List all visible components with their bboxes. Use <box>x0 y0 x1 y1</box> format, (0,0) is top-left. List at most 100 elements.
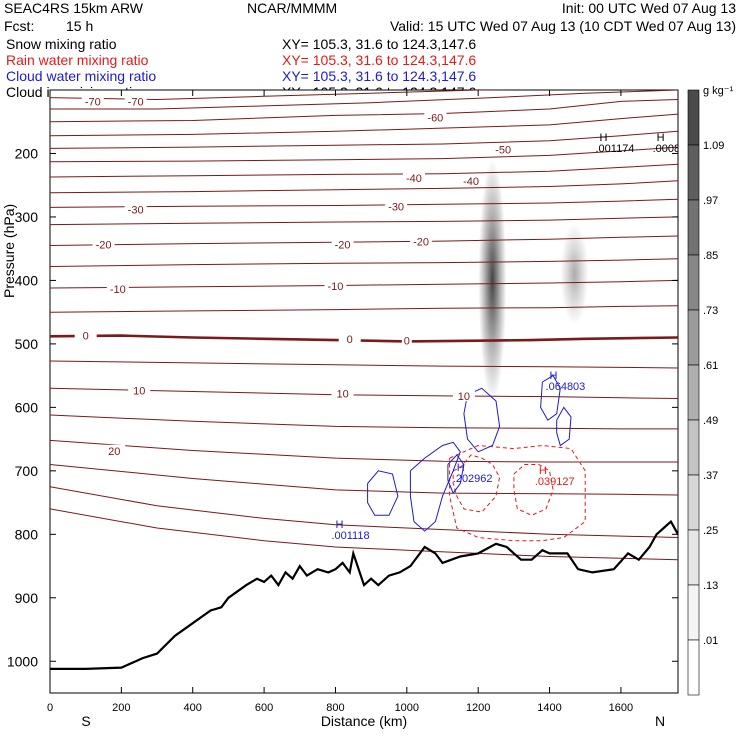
isotherm-label: -20 <box>96 240 112 252</box>
colorbar-swatch <box>687 199 700 256</box>
x-axis-title: Distance (km) <box>321 713 407 729</box>
init-time: Init: 00 UTC Wed 07 Aug 13 <box>562 0 736 16</box>
y-axis-title: Pressure (hPa) <box>1 204 17 298</box>
x-tick-label: 600 <box>255 702 273 714</box>
isotherm-label: -30 <box>388 201 404 213</box>
isotherm-line <box>50 113 678 137</box>
x-tick-label: 0 <box>47 702 53 714</box>
isotherm-label: -40 <box>463 176 479 188</box>
high-value: .064803 <box>546 381 586 393</box>
x-end-label-left: S <box>81 713 90 729</box>
label-mask <box>402 171 425 183</box>
label-mask <box>324 279 347 291</box>
colorbar-unit: g kg⁻¹ <box>703 85 734 97</box>
label-mask <box>331 238 354 250</box>
label-mask <box>338 333 361 345</box>
isotherm-label: 20 <box>108 446 120 458</box>
isotherm-label: 0 <box>83 330 89 342</box>
label-mask <box>124 95 147 107</box>
x-tick-label: 1400 <box>537 702 561 714</box>
isotherm-line <box>50 279 678 289</box>
label-mask <box>401 334 412 346</box>
rain-contour <box>513 464 554 516</box>
precip-column <box>478 159 507 402</box>
isotherm-label: 10 <box>133 386 145 398</box>
colorbar-swatch <box>687 364 700 421</box>
isotherm-line <box>50 508 678 561</box>
isotherm-label: -60 <box>427 113 443 125</box>
isotherm-line <box>50 439 678 463</box>
isotherm-line <box>50 130 678 149</box>
label-mask <box>410 235 433 247</box>
colorbar-swatch <box>687 419 700 476</box>
isotherm-line <box>50 90 678 110</box>
isotherm-line <box>50 387 678 399</box>
colorbar: 1.09 .97 .85 .73 .61 .49 .37 .25 .13 .01 g kg⁻¹ <box>687 85 734 696</box>
colorbar-label: .13 <box>703 580 718 592</box>
isotherm-line <box>50 180 678 194</box>
field-xy: XY= 105.3, 31.6 to 124.3,147.6 <box>282 36 476 52</box>
field-xy: XY= 105.3, 31.6 to 124.3,147.6 <box>282 52 476 68</box>
colorbar-label: .73 <box>703 305 718 317</box>
colorbar-label: .01 <box>703 635 718 647</box>
field-name: Snow mixing ratio <box>6 36 117 52</box>
label-mask <box>81 95 104 107</box>
high-marker: H <box>457 462 465 474</box>
high-value: .001174 <box>596 143 635 155</box>
isotherm-line <box>50 258 678 267</box>
cloud-water-contours <box>367 374 572 532</box>
high-marker: H <box>335 519 343 531</box>
colorbar-swatch <box>687 584 700 641</box>
label-mask <box>492 143 515 155</box>
rain-contour <box>449 444 586 542</box>
isotherm-line <box>50 414 678 430</box>
isotherm-line <box>50 305 678 313</box>
contour-labels: -70 -70 -60 -50 -40 -40 -30 -30 -20 -20 -20 -10 -10 0… <box>74 95 515 458</box>
high-marker: H <box>600 132 608 144</box>
field-name: Cloud water mixing ratio <box>6 68 156 84</box>
label-mask <box>103 444 126 456</box>
label-mask <box>452 390 475 402</box>
isotherm-line <box>50 216 678 226</box>
label-mask <box>106 282 129 294</box>
high-marker: H <box>539 465 547 477</box>
cloud-water-contour <box>540 374 561 421</box>
colorbar-label: 1.09 <box>703 140 724 152</box>
isotherm-label: -30 <box>128 205 144 217</box>
isotherm-label: -20 <box>335 240 351 252</box>
colorbar-swatch <box>687 309 700 366</box>
y-tick-label: 800 <box>15 526 39 542</box>
y-tick-label: 200 <box>15 145 39 161</box>
colorbar-swatch <box>687 89 700 146</box>
label-mask <box>128 384 151 396</box>
isotherm-line <box>50 360 678 369</box>
high-labels: H.001174H.0008H.064803H.202962H.039127H.… <box>331 132 678 542</box>
colorbar-swatch <box>687 639 700 696</box>
label-mask <box>331 387 354 399</box>
isotherm-label: 10 <box>336 389 348 401</box>
colorbar-label: .85 <box>703 250 718 262</box>
colorbar-label: .37 <box>703 470 718 482</box>
isotherm-label: -40 <box>406 173 422 185</box>
field-name: Rain water mixing ratio <box>6 52 149 68</box>
label-mask <box>385 200 408 212</box>
colorbar-swatch <box>687 529 700 586</box>
isotherm-label: -70 <box>85 97 101 109</box>
x-tick-label: 1200 <box>466 702 490 714</box>
y-tick-label: 500 <box>15 336 39 352</box>
label-mask <box>92 238 115 250</box>
temperature-contours <box>50 90 678 561</box>
y-tick-label: 700 <box>15 463 39 479</box>
plot-area: -70 -70 -60 -50 -40 -40 -30 -30 -20 -20 -20 -10 -10 0… <box>7 89 679 714</box>
rain-contour <box>452 454 501 513</box>
label-mask <box>460 175 483 187</box>
cloud-water-contour <box>409 441 461 532</box>
center-name: NCAR/MMMM <box>247 0 337 16</box>
plot-frame <box>49 89 679 694</box>
rain-water-contours <box>449 444 586 542</box>
isotherm-label: -10 <box>110 284 126 296</box>
isotherm-label: -50 <box>495 144 511 156</box>
terrain-profile <box>50 519 678 670</box>
